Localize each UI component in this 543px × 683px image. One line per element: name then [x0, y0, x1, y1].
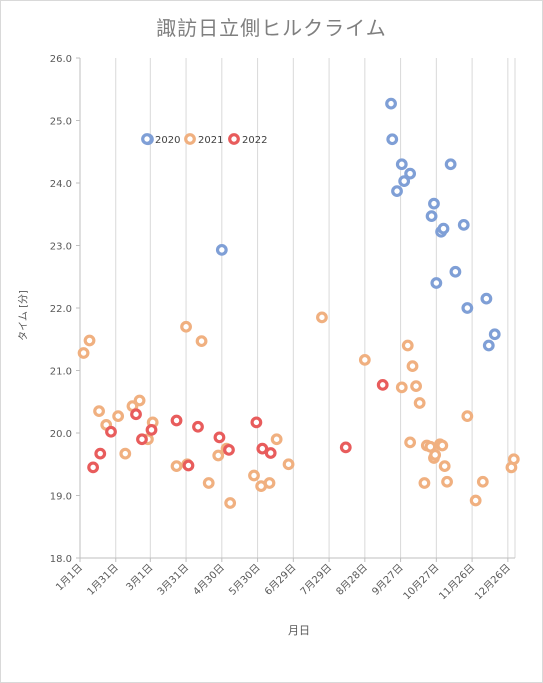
- data-point-2020: [437, 222, 450, 235]
- data-point-2022: [136, 433, 148, 446]
- data-point-2021: [263, 477, 276, 489]
- x-axis-label: 月日: [288, 624, 310, 637]
- data-point-2020: [428, 197, 440, 210]
- data-point-2022: [256, 442, 269, 455]
- x-tick-label: 3月1日: [124, 562, 156, 594]
- data-point-2020: [430, 277, 443, 289]
- chart-title: 諏訪日立側ヒルクライム: [156, 16, 387, 40]
- data-point-2021: [441, 475, 453, 488]
- data-point-2021: [270, 433, 283, 446]
- y-tick-label: 26.0: [50, 54, 72, 65]
- data-point-2022: [264, 447, 277, 459]
- data-point-2020: [449, 265, 462, 278]
- data-point-2020: [391, 185, 403, 198]
- data-point-2022: [213, 431, 226, 444]
- data-point-2021: [248, 469, 260, 482]
- data-point-2020: [398, 175, 411, 188]
- data-point-2021: [358, 353, 371, 366]
- legend-label-2020: 2020: [155, 135, 180, 146]
- y-tick-label: 25.0: [50, 117, 72, 128]
- data-point-2020: [395, 158, 408, 171]
- data-point-2021: [180, 320, 192, 333]
- data-point-2022: [376, 378, 389, 391]
- data-point-2021: [212, 449, 225, 462]
- data-point-2020: [385, 97, 397, 110]
- x-tick-label: 4月30日: [191, 562, 227, 598]
- x-tick-label: 1月1日: [53, 562, 85, 594]
- data-point-2021: [401, 339, 414, 352]
- data-point-2021: [133, 394, 146, 407]
- data-point-2021: [507, 453, 520, 466]
- data-point-2020: [425, 210, 438, 223]
- legend-label-2021: 2021: [198, 135, 223, 146]
- x-tick-label: 1月31日: [85, 562, 121, 598]
- data-point-2021: [119, 447, 132, 460]
- data-point-2021: [436, 439, 449, 452]
- data-point-2022: [223, 443, 235, 456]
- data-point-2021: [413, 397, 426, 409]
- data-point-2020: [404, 167, 417, 180]
- data-point-2021: [438, 460, 451, 473]
- y-tick-label: 18.0: [50, 554, 72, 565]
- y-tick-label: 22.0: [50, 304, 72, 315]
- y-tick-label: 19.0: [50, 492, 72, 503]
- data-point-2022: [339, 441, 352, 454]
- data-point-2022: [182, 459, 195, 472]
- data-point-2021: [224, 497, 237, 509]
- data-point-2021: [170, 460, 183, 473]
- x-tick-label: 10月27日: [401, 562, 442, 603]
- data-point-2021: [418, 477, 431, 489]
- data-point-2021: [77, 347, 90, 359]
- x-tick-label: 12月26日: [472, 562, 513, 603]
- data-point-2020: [461, 302, 474, 314]
- x-tick-label: 9月27日: [370, 562, 406, 598]
- x-tick-label: 7月29日: [298, 562, 334, 598]
- y-tick-label: 21.0: [50, 367, 72, 378]
- data-point-2021: [83, 334, 96, 347]
- data-point-2021: [461, 410, 474, 423]
- x-tick-label: 6月29日: [262, 562, 298, 598]
- y-tick-label: 23.0: [50, 242, 72, 253]
- data-point-2021: [476, 475, 489, 488]
- data-point-2021: [469, 494, 482, 507]
- data-point-2022: [94, 447, 107, 460]
- data-point-2020: [482, 339, 495, 352]
- data-point-2021: [406, 360, 419, 373]
- data-point-2021: [112, 410, 125, 423]
- data-point-2022: [130, 408, 142, 421]
- data-point-2021: [429, 448, 442, 461]
- x-tick-label: 5月30日: [227, 562, 263, 598]
- data-point-2022: [170, 414, 183, 427]
- data-point-2021: [282, 458, 295, 471]
- data-point-2022: [105, 425, 117, 438]
- data-point-2021: [316, 311, 328, 324]
- legend-marker-2021: [184, 133, 196, 145]
- data-point-2022: [87, 461, 100, 474]
- data-point-2021: [195, 335, 208, 348]
- data-point-2020: [444, 158, 457, 171]
- data-point-2021: [410, 380, 422, 393]
- y-tick-label: 24.0: [50, 179, 72, 190]
- data-point-2020: [386, 133, 399, 146]
- data-point-2021: [93, 405, 105, 418]
- data-point-2021: [404, 436, 417, 449]
- data-point-2022: [192, 420, 204, 433]
- x-tick-label: 8月28日: [334, 562, 370, 598]
- data-point-2021: [202, 477, 215, 489]
- legend-marker-2022: [228, 133, 240, 145]
- x-tick-label: 3月31日: [155, 562, 191, 598]
- data-point-2020: [480, 292, 493, 305]
- legend-label-2022: 2022: [242, 135, 267, 146]
- legend-marker-2020: [141, 133, 153, 145]
- data-point-2021: [395, 381, 408, 394]
- data-point-2022: [145, 423, 158, 436]
- x-tick-label: 11月26日: [437, 562, 478, 603]
- y-tick-label: 20.0: [50, 429, 72, 440]
- data-point-2022: [250, 416, 263, 429]
- data-point-2020: [215, 243, 228, 256]
- data-point-2020: [457, 218, 470, 231]
- data-point-2020: [488, 328, 501, 341]
